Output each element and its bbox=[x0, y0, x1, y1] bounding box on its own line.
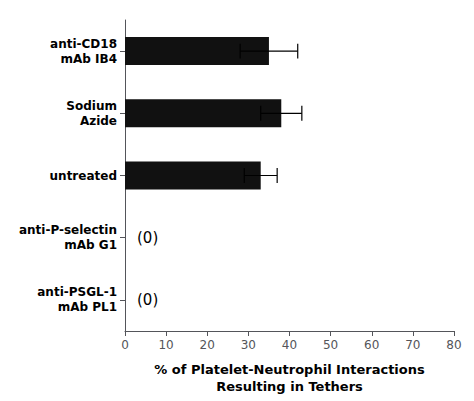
svg-text:untreated: untreated bbox=[50, 169, 117, 183]
svg-text:mAb PL1: mAb PL1 bbox=[58, 300, 117, 314]
svg-text:60: 60 bbox=[364, 338, 379, 352]
svg-text:% of Platelet-Neutrophil Inter: % of Platelet-Neutrophil Interactions bbox=[154, 362, 425, 377]
svg-text:40: 40 bbox=[282, 338, 297, 352]
svg-text:anti-PSGL-1: anti-PSGL-1 bbox=[37, 285, 117, 299]
svg-text:20: 20 bbox=[200, 338, 215, 352]
svg-text:mAb G1: mAb G1 bbox=[64, 238, 117, 252]
svg-text:50: 50 bbox=[323, 338, 338, 352]
svg-text:mAb IB4: mAb IB4 bbox=[60, 52, 117, 66]
svg-text:anti-CD18: anti-CD18 bbox=[50, 37, 117, 51]
svg-text:80: 80 bbox=[446, 338, 461, 352]
svg-text:Sodium: Sodium bbox=[66, 99, 117, 113]
svg-text:10: 10 bbox=[158, 338, 173, 352]
svg-text:anti-P-selectin: anti-P-selectin bbox=[19, 223, 117, 237]
svg-text:Resulting in Tethers: Resulting in Tethers bbox=[216, 379, 363, 394]
svg-text:30: 30 bbox=[241, 338, 256, 352]
svg-text:0: 0 bbox=[121, 338, 129, 352]
svg-text:(0): (0) bbox=[137, 291, 158, 309]
svg-text:(0): (0) bbox=[137, 229, 158, 247]
svg-text:70: 70 bbox=[405, 338, 420, 352]
svg-text:Azide: Azide bbox=[80, 114, 117, 128]
